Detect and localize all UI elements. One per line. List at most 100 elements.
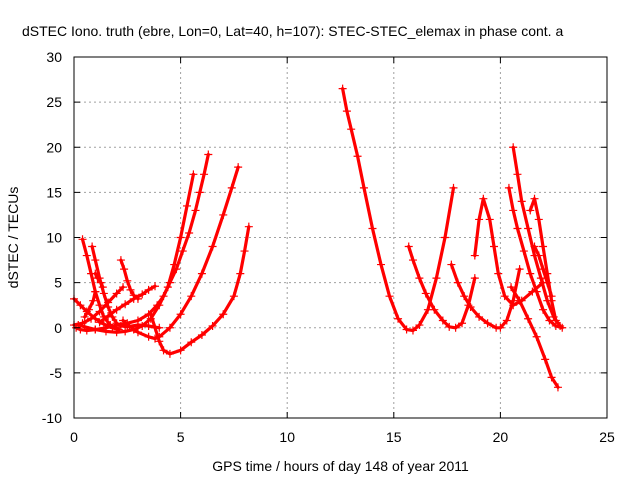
data-point-plus (509, 301, 518, 310)
data-point-plus (539, 242, 548, 251)
x-tick-label: 25 (599, 429, 615, 445)
y-tick-label: 15 (46, 184, 62, 200)
series-14 (447, 260, 524, 332)
data-point-plus (377, 260, 386, 269)
data-point-plus (338, 84, 347, 93)
data-point-plus (197, 269, 206, 278)
data-point-plus (553, 383, 562, 392)
data-point-plus (144, 332, 153, 341)
data-point-plus (539, 265, 548, 274)
data-point-plus (524, 224, 533, 233)
data-point-plus (116, 256, 125, 265)
data-point-plus (119, 316, 128, 325)
series-6 (116, 256, 142, 303)
y-tick-label: 10 (46, 230, 62, 246)
data-point-plus (458, 319, 467, 328)
data-point-plus (547, 373, 556, 382)
data-point-plus (532, 287, 541, 296)
data-point-plus (526, 206, 535, 215)
series-9 (74, 170, 198, 337)
data-point-plus (121, 327, 130, 336)
data-point-plus (502, 316, 511, 325)
data-point-plus (513, 224, 522, 233)
data-point-plus (421, 289, 430, 298)
data-point-plus (76, 301, 85, 310)
x-tick-label: 5 (177, 429, 185, 445)
x-tick-label: 20 (493, 429, 509, 445)
series-17 (509, 143, 565, 330)
data-point-plus (144, 285, 153, 294)
data-point-plus (470, 274, 479, 283)
data-point-plus (449, 183, 458, 192)
data-point-plus (125, 321, 134, 330)
data-point-plus (123, 276, 132, 285)
data-point-plus (187, 338, 196, 347)
data-point-plus (204, 150, 213, 159)
data-point-plus (99, 289, 108, 298)
data-point-plus (98, 283, 107, 292)
series-20 (530, 242, 556, 301)
data-point-plus (82, 251, 91, 260)
data-point-plus (515, 296, 524, 305)
data-point-plus (483, 319, 492, 328)
data-point-plus (534, 251, 543, 260)
series-line (74, 152, 210, 333)
data-point-plus (519, 247, 528, 256)
data-point-plus (178, 247, 187, 256)
series-11 (146, 222, 253, 358)
data-point-plus (197, 330, 206, 339)
x-tick-label: 10 (279, 429, 295, 445)
data-point-plus (438, 316, 447, 325)
data-point-plus (415, 321, 424, 330)
data-point-plus (500, 292, 509, 301)
data-point-plus (509, 206, 518, 215)
data-point-plus (530, 242, 539, 251)
data-point-plus (112, 289, 121, 298)
data-point-plus (227, 183, 236, 192)
data-point-plus (165, 323, 174, 332)
y-axis-label: dSTEC / TECUs (5, 187, 21, 289)
data-point-plus (475, 312, 484, 321)
data-point-plus (219, 210, 228, 219)
x-tick-label: 15 (386, 429, 402, 445)
data-point-plus (80, 322, 89, 331)
data-point-plus (187, 292, 196, 301)
data-point-plus (526, 269, 535, 278)
data-point-plus (126, 285, 135, 294)
data-point-plus (385, 292, 394, 301)
data-point-plus (112, 321, 121, 330)
series-line (507, 186, 564, 330)
data-point-plus (182, 201, 191, 210)
data-point-plus (112, 305, 121, 314)
data-point-plus (543, 278, 552, 287)
data-point-plus (95, 307, 104, 316)
data-point-plus (524, 314, 533, 323)
y-tick-label: 5 (54, 275, 62, 291)
data-point-plus (120, 265, 129, 274)
series-line (76, 172, 195, 334)
y-tick-label: -10 (42, 410, 62, 426)
data-point-plus (104, 312, 113, 321)
data-point-plus (208, 242, 217, 251)
data-point-plus (91, 269, 100, 278)
grid-lines (74, 57, 607, 418)
data-point-plus (408, 256, 417, 265)
data-point-plus (515, 265, 524, 274)
data-point-plus (556, 321, 565, 330)
data-point-plus (479, 194, 488, 203)
data-point-plus (504, 183, 513, 192)
data-point-plus (470, 251, 479, 260)
data-point-plus (129, 294, 138, 303)
data-point-plus (415, 274, 424, 283)
y-tick-label: 25 (46, 94, 62, 110)
data-point-plus (507, 283, 516, 292)
series-13 (404, 242, 479, 332)
data-point-plus (151, 323, 160, 332)
data-point-plus (353, 152, 362, 161)
data-point-plus (95, 318, 104, 327)
data-point-plus (430, 305, 439, 314)
data-point-plus (236, 269, 245, 278)
data-point-plus (133, 328, 142, 337)
series-12 (338, 84, 458, 335)
